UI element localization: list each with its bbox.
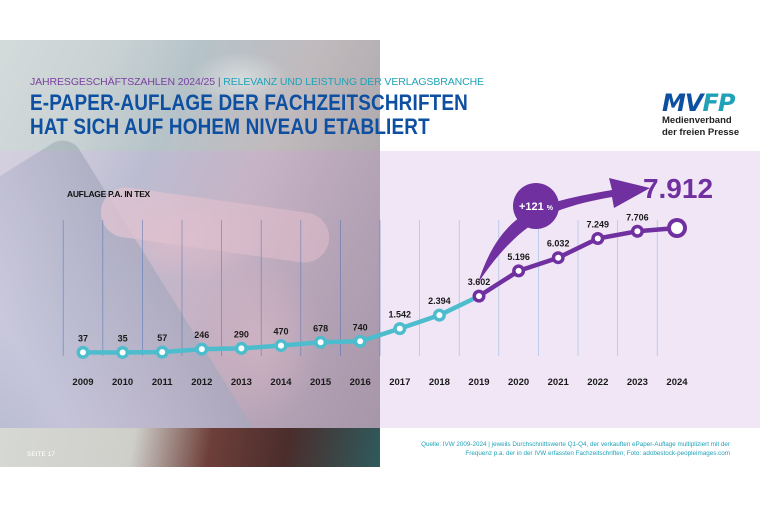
y-axis-label: AUFLAGE P.A. IN TEX xyxy=(67,189,150,199)
data-point-center xyxy=(357,338,364,345)
background-photo xyxy=(0,40,380,467)
data-point-center xyxy=(238,345,245,352)
data-label: 3.602 xyxy=(468,277,491,287)
data-point-center xyxy=(278,342,284,349)
data-label: 7.249 xyxy=(587,219,610,229)
series-line-purple xyxy=(477,225,678,298)
x-tick-label: 2024 xyxy=(666,377,688,388)
photo-bottom-strip xyxy=(0,428,380,467)
page-number: SEITE 17 xyxy=(27,451,55,458)
data-label: 290 xyxy=(234,329,249,339)
data-label: 37 xyxy=(78,333,88,343)
x-tick-label: 2011 xyxy=(152,377,173,388)
data-label: 35 xyxy=(118,333,128,343)
photo-title-overlay xyxy=(0,40,380,151)
data-point-center xyxy=(159,349,166,356)
data-point-center xyxy=(594,235,601,242)
title-line-2: HAT SICH AUF HOHEM NIVEAU ETABLIERT xyxy=(30,114,430,139)
x-tick-label: 2018 xyxy=(429,377,450,388)
logo-mark-fp: FP xyxy=(702,89,735,117)
kicker-separator: | xyxy=(215,76,224,88)
kicker-report: JAHRESGESCHÄFTSZAHLEN 2024/25 xyxy=(30,76,215,88)
page-title: E-PAPER-AUFLAGE DER FACHZEITSCHRIFTEN HA… xyxy=(30,91,468,139)
data-label: 470 xyxy=(273,327,288,337)
data-label: 57 xyxy=(157,333,167,343)
data-point-center xyxy=(198,346,205,353)
kicker: JAHRESGESCHÄFTSZAHLEN 2024/25 | RELEVANZ… xyxy=(30,76,484,88)
data-point-center xyxy=(476,293,482,300)
chart-panel xyxy=(380,151,760,428)
data-point-center xyxy=(396,325,403,332)
data-point-center xyxy=(634,228,641,235)
data-label: 678 xyxy=(313,323,328,333)
x-tick-label: 2012 xyxy=(191,377,212,388)
x-tick-label: 2016 xyxy=(350,377,371,388)
growth-arrow: +121 % xyxy=(478,178,650,283)
data-label: 246 xyxy=(194,330,209,340)
data-label: 2.394 xyxy=(428,296,451,306)
growth-badge-value: +121 % xyxy=(519,201,554,213)
x-tick-label: 2019 xyxy=(468,377,489,388)
x-tick-label: 2017 xyxy=(389,377,410,388)
x-tick-labels: 2009 2010 2011 2012 2013 2014 2015 2016 2017 2018… xyxy=(72,377,688,388)
x-tick-label: 2014 xyxy=(270,377,292,388)
mvfp-logo: MVFP Medienverband der freien Presse xyxy=(662,89,740,138)
x-tick-label: 2013 xyxy=(231,377,252,388)
x-tick-label: 2010 xyxy=(112,377,133,388)
logo-line-2: der freien Presse xyxy=(662,127,740,138)
data-point-center xyxy=(317,339,324,346)
data-point-center xyxy=(436,312,443,319)
logo-line-1: Medienverband xyxy=(662,115,732,126)
data-point-center xyxy=(119,349,126,356)
title-line-1: E-PAPER-AUFLAGE DER FACHZEITSCHRIFTEN xyxy=(30,90,469,115)
growth-badge xyxy=(513,183,559,229)
data-point-center xyxy=(80,349,86,356)
kicker-topic: RELEVANZ UND LEISTUNG DER VERLAGSBRANCHE xyxy=(223,76,484,88)
data-point-highlight-center xyxy=(671,222,683,234)
data-label: 740 xyxy=(353,322,368,332)
data-point-center xyxy=(555,254,562,261)
data-label: 7.706 xyxy=(626,212,649,222)
x-tick-label: 2023 xyxy=(627,377,648,388)
x-tick-label: 2021 xyxy=(548,377,570,388)
data-points xyxy=(76,218,687,359)
data-point-center xyxy=(515,267,522,274)
x-tick-label: 2020 xyxy=(508,377,529,388)
highlight-value: 7.912 xyxy=(643,173,713,204)
source-note: Quelle: IVW 2009-2024 | jeweils Durchsch… xyxy=(400,440,730,458)
x-tick-label: 2022 xyxy=(587,377,608,388)
gridlines xyxy=(62,220,658,356)
data-label: 1.542 xyxy=(389,310,412,320)
data-label: 6.032 xyxy=(547,239,570,249)
growth-arrow-body xyxy=(478,178,650,283)
data-label: 5.196 xyxy=(507,252,530,262)
logo-mark: MVFP xyxy=(662,89,739,117)
x-tick-label: 2009 xyxy=(72,377,93,388)
logo-mark-mv: MV xyxy=(662,89,703,117)
growth-badge-unit: % xyxy=(547,205,554,212)
source-line-1: Quelle: IVW 2009-2024 | jeweils Durchsch… xyxy=(421,441,730,448)
source-line-2: Frequenz p.a. der in der IVW erfassten F… xyxy=(465,450,730,457)
value-labels: 37 35 57 246 290 470 678 740 1.542 2.394 3.602 5.19… xyxy=(78,212,649,343)
x-tick-label: 2015 xyxy=(310,377,332,388)
